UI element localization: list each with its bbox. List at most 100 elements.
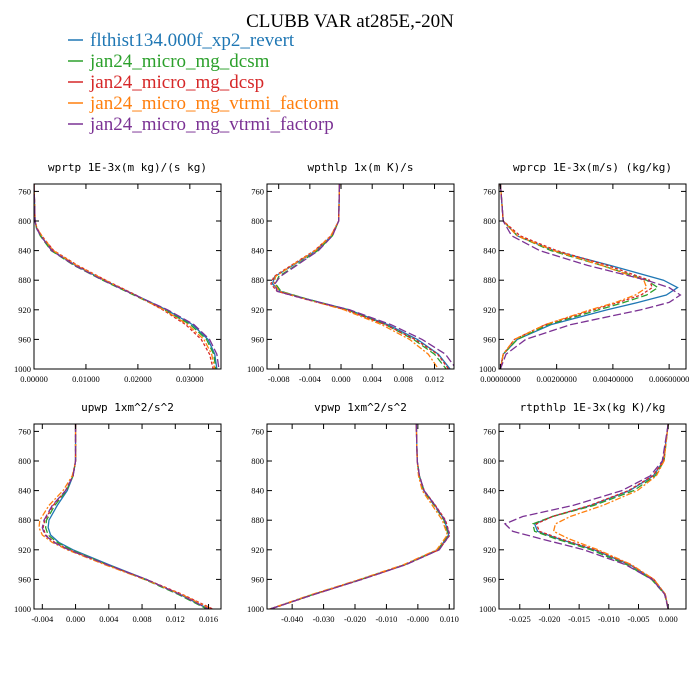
series-line bbox=[34, 184, 216, 369]
series-line bbox=[41, 424, 209, 609]
series-line bbox=[269, 424, 450, 609]
y-tick-label: 840 bbox=[18, 486, 31, 496]
series-group bbox=[34, 184, 220, 369]
series-group bbox=[503, 424, 669, 609]
series-line bbox=[34, 184, 220, 369]
x-tick-label: 0.00400000 bbox=[593, 374, 633, 384]
y-tick-label: 920 bbox=[18, 545, 31, 555]
y-tick-label: 960 bbox=[483, 574, 496, 584]
panel-title: wprtp 1E-3x(m kg)/(s kg) bbox=[48, 161, 207, 174]
y-tick-label: 840 bbox=[251, 486, 264, 496]
y-tick-label: 1000 bbox=[479, 604, 496, 614]
legend: flthist134.000f_xp2_revertjan24_micro_mg… bbox=[68, 30, 339, 135]
x-tick-label: -0.030 bbox=[313, 614, 335, 624]
x-tick-label: -0.004 bbox=[31, 614, 54, 624]
panel-title: wpthlp 1x(m K)/s bbox=[308, 161, 414, 174]
y-tick-label: 800 bbox=[483, 456, 496, 466]
legend-label: jan24_micro_mg_vtrmi_factorm bbox=[89, 93, 339, 114]
y-tick-label: 880 bbox=[251, 515, 264, 525]
y-tick-label: 760 bbox=[251, 186, 264, 196]
legend-label: jan24_micro_mg_dcsp bbox=[89, 72, 264, 93]
series-line bbox=[38, 424, 212, 609]
series-line bbox=[535, 424, 669, 609]
x-tick-label: 0.010 bbox=[440, 614, 459, 624]
y-tick-label: 960 bbox=[483, 334, 496, 344]
series-group bbox=[270, 184, 454, 369]
y-tick-label: 960 bbox=[251, 334, 264, 344]
x-tick-label: 0.012 bbox=[425, 374, 444, 384]
y-tick-label: 1000 bbox=[247, 604, 264, 614]
x-tick-label: -0.008 bbox=[268, 374, 290, 384]
x-tick-label: 0.00000000 bbox=[480, 374, 520, 384]
plot-frame bbox=[498, 423, 687, 610]
x-tick-label: 0.008 bbox=[132, 614, 151, 624]
x-tick-label: 0.00200000 bbox=[536, 374, 576, 384]
y-tick-label: 880 bbox=[483, 275, 496, 285]
y-tick-label: 920 bbox=[251, 305, 264, 315]
y-tick-label: 760 bbox=[18, 426, 31, 436]
x-tick-label: 0.00600000 bbox=[649, 374, 689, 384]
series-line bbox=[270, 184, 450, 369]
y-tick-label: 880 bbox=[483, 515, 496, 525]
y-tick-label: 880 bbox=[251, 275, 264, 285]
series-line bbox=[269, 424, 451, 609]
y-tick-label: 760 bbox=[483, 426, 496, 436]
y-tick-label: 800 bbox=[483, 216, 496, 226]
y-tick-label: 1000 bbox=[14, 604, 31, 614]
x-tick-label: -0.015 bbox=[568, 614, 590, 624]
x-tick-label: -0.000 bbox=[407, 614, 429, 624]
panel-title: vpwp 1xm^2/s^2 bbox=[314, 401, 407, 414]
series-line bbox=[270, 424, 451, 609]
y-tick-label: 760 bbox=[483, 186, 496, 196]
x-tick-label: -0.010 bbox=[598, 614, 620, 624]
y-tick-label: 840 bbox=[483, 246, 496, 256]
y-tick-label: 960 bbox=[18, 574, 31, 584]
x-tick-label: 0.03000 bbox=[176, 374, 204, 384]
legend-label: jan24_micro_mg_dcsm bbox=[89, 51, 270, 72]
series-line bbox=[503, 424, 669, 609]
series-line bbox=[34, 184, 214, 369]
series-line bbox=[273, 184, 439, 369]
x-tick-label: 0.004 bbox=[99, 614, 119, 624]
x-tick-label: -0.005 bbox=[628, 614, 650, 624]
x-tick-label: 0.000 bbox=[66, 614, 85, 624]
y-tick-label: 960 bbox=[251, 574, 264, 584]
series-line bbox=[271, 184, 451, 369]
series-line bbox=[34, 184, 217, 369]
chart-panel: upwp 1xm^2/s^2 760 800 840 880 920 960 1000-0.0… bbox=[14, 401, 222, 624]
x-tick-label: -0.025 bbox=[509, 614, 531, 624]
series-line bbox=[269, 424, 449, 609]
y-tick-label: 760 bbox=[18, 186, 31, 196]
y-tick-label: 800 bbox=[251, 216, 264, 226]
series-line bbox=[499, 184, 648, 369]
series-line bbox=[34, 184, 218, 369]
chart-panel: vpwp 1xm^2/s^2 760 800 840 880 920 960 1000 -0.0… bbox=[247, 401, 459, 624]
y-tick-label: 800 bbox=[251, 456, 264, 466]
series-line bbox=[47, 424, 209, 609]
x-tick-label: -0.004 bbox=[299, 374, 322, 384]
y-tick-label: 800 bbox=[18, 216, 31, 226]
chart-panels: wprtp 1E-3x(m kg)/(s kg) 760 800 840 880 920 9… bbox=[14, 161, 689, 624]
panel-title: wprcp 1E-3x(m/s) (kg/kg) bbox=[513, 161, 672, 174]
y-tick-label: 840 bbox=[483, 486, 496, 496]
legend-label: jan24_micro_mg_vtrmi_factorp bbox=[89, 114, 334, 135]
series-line bbox=[499, 184, 679, 369]
chart-panel: rtpthlp 1E-3x(kg K)/kg 760 800 840 880 920 960… bbox=[479, 401, 687, 624]
figure-title: CLUBB VAR at285E,-20N bbox=[246, 11, 454, 32]
panel-title: rtpthlp 1E-3x(kg K)/kg bbox=[520, 401, 666, 414]
panel-title: upwp 1xm^2/s^2 bbox=[81, 401, 174, 414]
y-tick-label: 840 bbox=[251, 246, 264, 256]
plot-frame bbox=[266, 423, 455, 610]
y-tick-label: 1000 bbox=[247, 364, 264, 374]
x-tick-label: 0.00000 bbox=[20, 374, 48, 384]
y-tick-label: 880 bbox=[18, 275, 31, 285]
y-tick-label: 880 bbox=[18, 515, 31, 525]
x-tick-label: -0.010 bbox=[375, 614, 397, 624]
x-tick-label: 0.008 bbox=[394, 374, 413, 384]
x-tick-label: 0.012 bbox=[166, 614, 185, 624]
plot-frame bbox=[33, 183, 222, 370]
y-tick-label: 1000 bbox=[479, 364, 496, 374]
series-line bbox=[42, 424, 213, 609]
chart-panel: wprtp 1E-3x(m kg)/(s kg) 760 800 840 880 920 9… bbox=[14, 161, 222, 384]
